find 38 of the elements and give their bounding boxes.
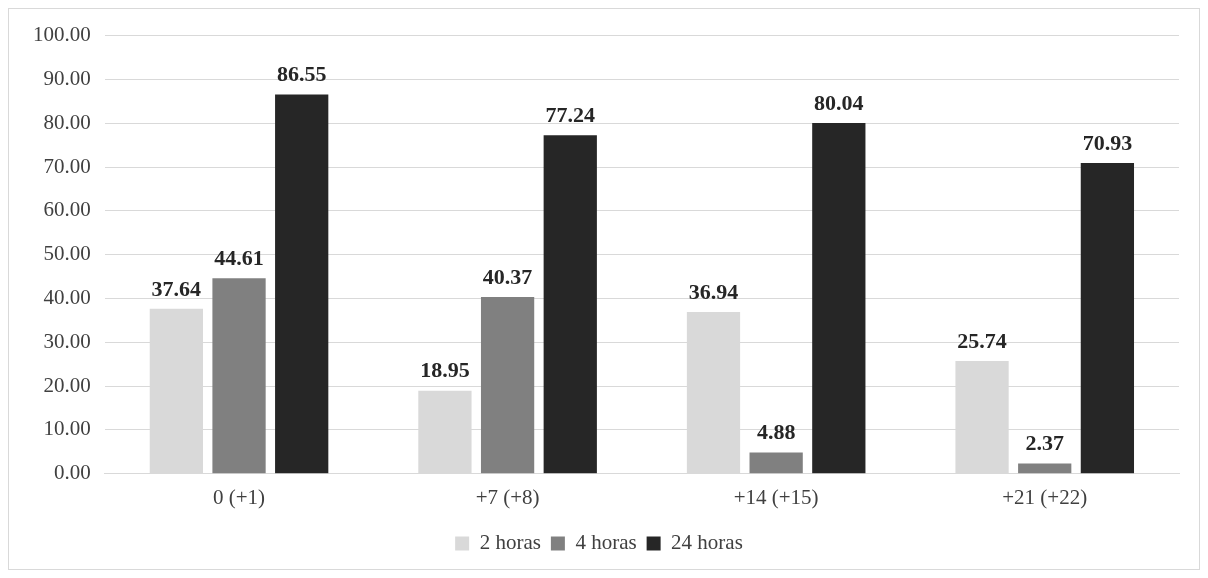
data-label: 2.37	[1025, 430, 1064, 456]
data-label: 77.24	[545, 102, 596, 128]
bar	[275, 94, 329, 474]
y-tick-label: 100.00	[33, 22, 91, 47]
y-tick-label: 50.00	[43, 241, 91, 266]
x-tick-label: +14 (+15)	[733, 484, 819, 509]
y-tick-label: 30.00	[43, 328, 91, 353]
bar	[812, 123, 866, 474]
data-label: 36.94	[688, 278, 739, 304]
data-label: 44.61	[214, 245, 264, 271]
y-tick-label: 90.00	[43, 65, 91, 90]
y-tick-label: 40.00	[43, 285, 91, 310]
legend-label: 2 horas	[479, 530, 541, 555]
y-tick-label: 20.00	[43, 372, 91, 397]
data-label: 80.04	[814, 89, 864, 115]
data-label: 4.88	[756, 419, 796, 445]
data-label: 18.95	[420, 357, 470, 383]
y-tick-label: 0.00	[54, 460, 91, 485]
data-label: 25.74	[957, 327, 1007, 353]
data-label: 37.64	[151, 275, 202, 301]
legend-label: 24 horas	[671, 530, 743, 555]
bar	[749, 452, 803, 474]
data-label: 40.37	[482, 263, 533, 289]
y-tick-label: 70.00	[43, 153, 91, 178]
bar	[1018, 463, 1072, 474]
data-label: 86.55	[276, 61, 327, 87]
bar	[212, 278, 266, 474]
bar	[1080, 162, 1135, 474]
data-label: 70.93	[1082, 129, 1133, 155]
x-tick-label: +7 (+8)	[475, 484, 540, 509]
bar	[480, 296, 535, 474]
legend-label: 4 horas	[575, 530, 637, 555]
y-tick-label: 60.00	[43, 197, 91, 222]
bar	[543, 135, 597, 474]
y-tick-label: 10.00	[43, 416, 91, 441]
y-tick-label: 80.00	[43, 109, 91, 134]
x-tick-label: 0 (+1)	[212, 484, 266, 509]
x-tick-label: +21 (+22)	[1002, 484, 1088, 509]
